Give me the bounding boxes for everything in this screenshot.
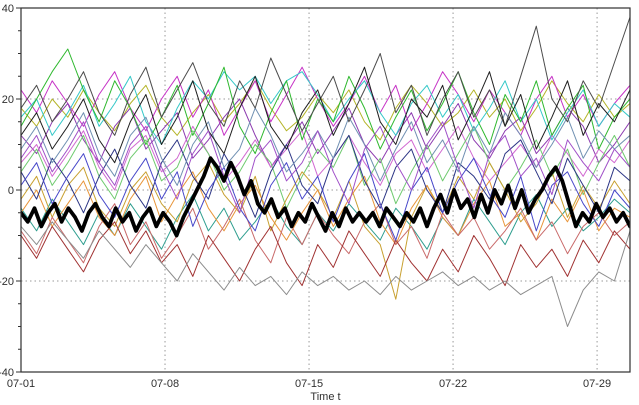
series-line-steel-blue [21,107,630,186]
x-tick-label: 07-22 [439,378,467,390]
series-line-dark-gray [21,16,630,136]
y-tick-label: -40 [0,367,14,379]
axes [16,7,631,373]
y-tick-label: 20 [2,94,14,106]
series-line-orange [21,171,630,246]
x-axis-title: Time t [310,391,340,403]
x-tick-label: 07-29 [583,378,611,390]
series-line-gray [21,221,630,327]
y-tick-label: 40 [2,3,14,15]
series-line-salmon [21,198,630,264]
series-line-purple [21,98,630,168]
series-line-light-green [21,125,630,209]
x-tick-label: 07-08 [151,378,179,390]
gridlines [21,8,630,372]
series-line-cyan [21,71,630,145]
series-line-black-thin [21,66,630,164]
series-line-violet [21,121,630,214]
y-tick-label: -20 [0,276,14,288]
y-tick-label: 0 [8,185,14,197]
x-tick-label: 07-01 [7,378,35,390]
series-line-magenta [21,66,630,136]
series-line-ensemble-mean [21,156,630,238]
series-line-navy [21,134,630,218]
series-line-dark-red [21,221,630,287]
tick-labels: -40 -20 0 20 40 07-01 07-08 07-15 07-22 07-29 [0,3,611,390]
series-line-green [21,48,630,155]
x-tick-label: 07-15 [295,378,323,390]
series-line-royal-blue [21,153,630,241]
series-lines [21,16,630,327]
